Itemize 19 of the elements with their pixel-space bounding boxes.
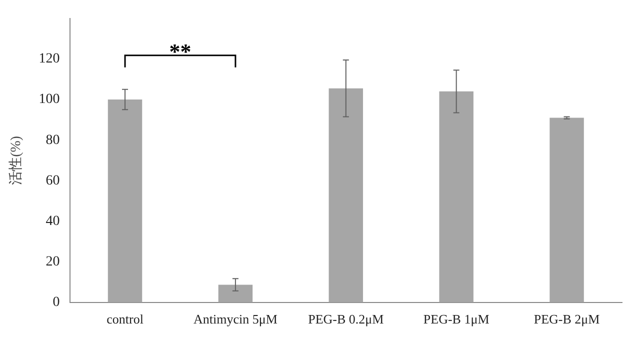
y-tick-label: 80 <box>46 132 60 148</box>
bar <box>108 100 142 302</box>
y-tick-label: 0 <box>52 295 60 310</box>
y-tick-label: 40 <box>46 214 60 229</box>
x-tick-label: control <box>106 312 144 327</box>
bar <box>439 91 474 302</box>
bar <box>218 284 253 302</box>
x-tick-label: PEG-B 1μM <box>423 312 490 327</box>
y-axis-title: 活性(%) <box>8 136 24 185</box>
bar <box>550 118 584 302</box>
annotation: ** <box>169 39 192 64</box>
bar <box>328 88 364 302</box>
y-tick-label: 20 <box>46 254 60 270</box>
y-tick-label: 60 <box>46 173 60 188</box>
x-tick-label: PEG-B 0.2μM <box>308 312 384 327</box>
y-tick-label: 100 <box>38 92 60 108</box>
y-tick-label: 120 <box>38 52 60 67</box>
x-tick-label: Antimycin 5μM <box>194 312 278 327</box>
x-tick-label: PEG-B 2μM <box>534 312 600 327</box>
